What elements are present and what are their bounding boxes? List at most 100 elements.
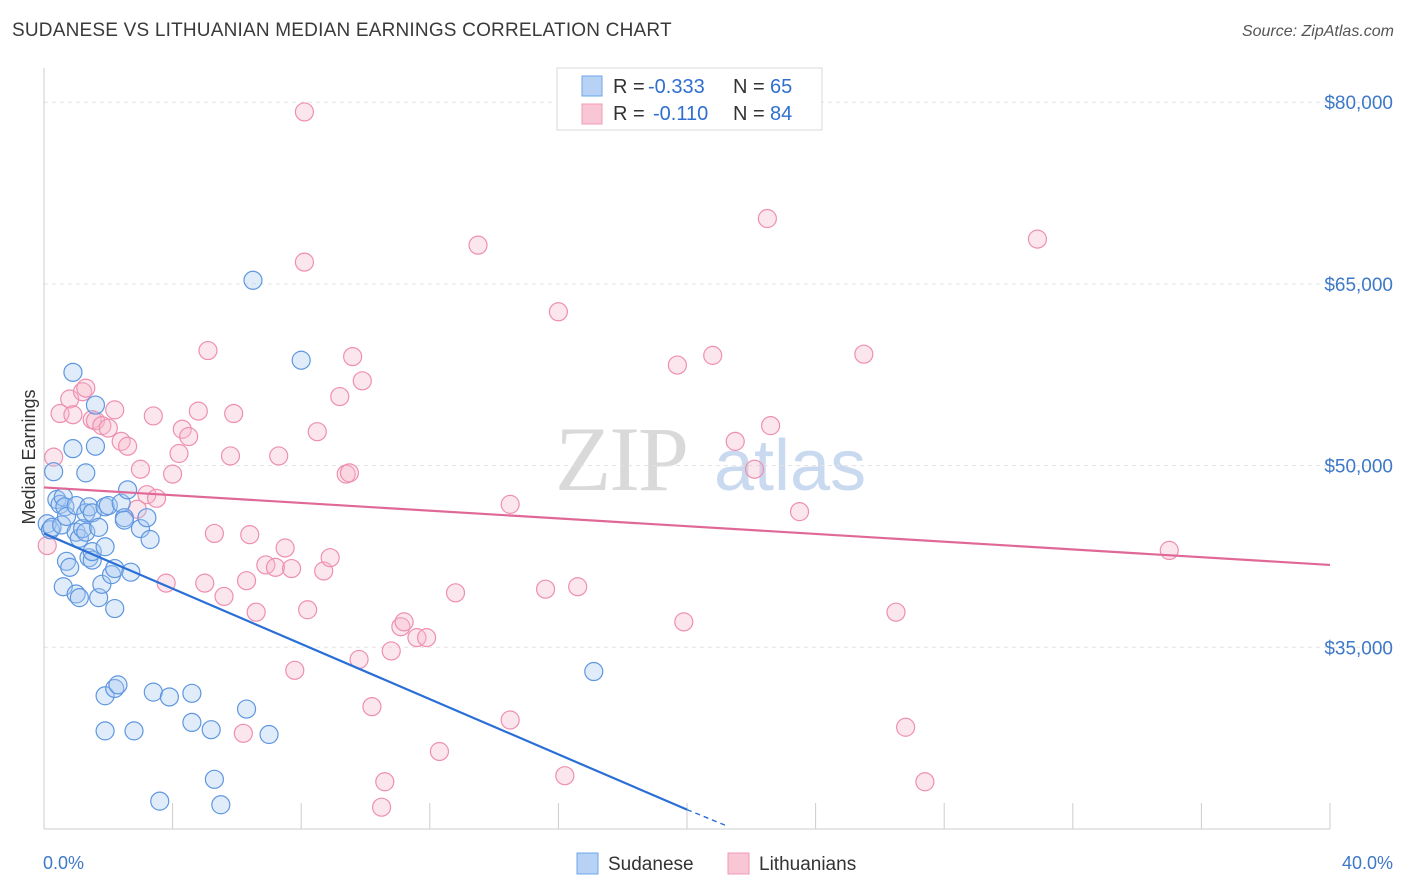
sudanese-point xyxy=(121,562,141,582)
lithuanians-point xyxy=(172,419,192,439)
y-axis-label: Median Earnings xyxy=(19,389,39,524)
lithuanians-point xyxy=(343,346,363,367)
lithuanians-point xyxy=(896,717,916,737)
sudanese-point xyxy=(60,557,80,577)
lithuanians-point xyxy=(214,586,234,607)
lithuanians-point xyxy=(371,797,392,817)
lithuanians-r-label: R = xyxy=(613,103,645,125)
sudanese-point xyxy=(56,506,77,527)
lithuanians-point xyxy=(265,557,286,577)
lithuanians-point xyxy=(179,426,199,447)
lithuanians-point xyxy=(224,403,244,424)
sudanese-point xyxy=(101,565,122,585)
lithuanians-point xyxy=(445,583,466,603)
y-tick-label: $65,000 xyxy=(1324,275,1393,296)
lithuanians-point xyxy=(307,422,327,442)
sudanese-point xyxy=(291,350,311,370)
lithuanians-point xyxy=(188,401,208,421)
sudanese-point xyxy=(95,537,115,557)
lithuanians-point xyxy=(240,525,260,545)
sudanese-trend-extension xyxy=(686,808,726,827)
lithuanians-point xyxy=(294,252,315,272)
lithuanians-point xyxy=(886,602,906,622)
lithuanians-bottom-swatch xyxy=(727,852,750,875)
sudanese-n-value: 65 xyxy=(770,76,792,98)
lithuanians-point xyxy=(275,538,295,558)
lithuanians-point xyxy=(169,443,189,464)
lithuanians-point xyxy=(352,371,372,391)
lithuanians-point xyxy=(915,772,935,792)
lithuanians-point xyxy=(105,400,125,420)
sudanese-point xyxy=(137,508,157,528)
trend-lines xyxy=(43,486,1331,827)
sudanese-point xyxy=(76,522,96,542)
sudanese-point xyxy=(76,463,96,483)
lithuanians-point xyxy=(298,600,318,620)
sudanese-point xyxy=(89,517,109,537)
sudanese-point xyxy=(85,436,106,456)
sudanese-point xyxy=(72,518,93,539)
sudanese-point xyxy=(63,362,83,382)
x-tick-label-min: 0.0% xyxy=(43,853,84,873)
lithuanians-point xyxy=(143,406,163,426)
lithuanians-point xyxy=(269,446,289,466)
lithuanians-point xyxy=(725,431,745,451)
sudanese-point xyxy=(211,795,231,815)
lithuanians-point xyxy=(468,235,488,255)
lithuanians-point xyxy=(375,772,395,792)
lithuanians-point xyxy=(744,459,765,479)
chart-title: SUDANESE VS LITHUANIAN MEDIAN EARNINGS C… xyxy=(12,20,672,41)
grid-lines xyxy=(44,101,1393,648)
x-tick-label-max: 40.0% xyxy=(1342,853,1393,873)
lithuanians-point xyxy=(281,558,302,579)
y-tick-label: $50,000 xyxy=(1324,457,1393,478)
sudanese-points xyxy=(37,270,604,815)
lithuanians-point xyxy=(294,102,315,122)
lithuanians-point xyxy=(760,416,781,436)
lithuanians-point xyxy=(37,535,57,556)
lithuanians-point xyxy=(72,382,93,402)
lithuanians-point xyxy=(117,436,138,456)
sudanese-point xyxy=(92,574,112,594)
lithuanians-point xyxy=(285,660,305,680)
sudanese-point xyxy=(79,497,99,517)
sudanese-n-label: N = xyxy=(733,76,765,98)
sudanese-point xyxy=(95,686,115,706)
sudanese-r-label: R = xyxy=(613,76,645,98)
sudanese-bottom-label: Sudanese xyxy=(608,854,694,875)
sudanese-point xyxy=(584,661,604,682)
lithuanians-point xyxy=(330,386,350,407)
lithuanians-point xyxy=(407,628,427,648)
lithuanians-point xyxy=(429,741,450,762)
lithuanians-point xyxy=(76,378,96,398)
sudanese-trend-line xyxy=(43,532,688,811)
sudanese-point xyxy=(85,395,106,415)
sudanese-point xyxy=(201,720,221,740)
correlation-legend: R = -0.333 N = 65 R = -0.110 N = 84 xyxy=(556,67,823,131)
lithuanians-point xyxy=(757,208,777,229)
lithuanians-point xyxy=(233,723,253,743)
lithuanians-point xyxy=(854,344,874,364)
lithuanians-point xyxy=(44,447,64,467)
lithuanians-point xyxy=(381,641,401,661)
lithuanians-bottom-label: Lithuanians xyxy=(759,854,856,875)
lithuanians-point xyxy=(163,464,183,484)
sudanese-point xyxy=(108,675,128,695)
lithuanians-point xyxy=(500,494,520,514)
sudanese-point xyxy=(159,687,179,707)
sudanese-point xyxy=(63,439,83,459)
y-tick-label: $35,000 xyxy=(1324,638,1393,659)
sudanese-point xyxy=(182,712,202,733)
lithuanians-point xyxy=(1027,229,1048,249)
axes xyxy=(43,68,1331,830)
sudanese-point xyxy=(117,480,138,500)
lithuanians-point xyxy=(394,612,414,632)
lithuanians-trend-line xyxy=(43,486,1331,567)
lithuanians-point xyxy=(63,405,83,425)
sudanese-bottom-swatch xyxy=(576,852,599,875)
lithuanians-point xyxy=(568,577,588,597)
sudanese-point xyxy=(143,682,163,702)
lithuanians-point xyxy=(667,355,687,375)
lithuanians-point xyxy=(220,446,241,466)
